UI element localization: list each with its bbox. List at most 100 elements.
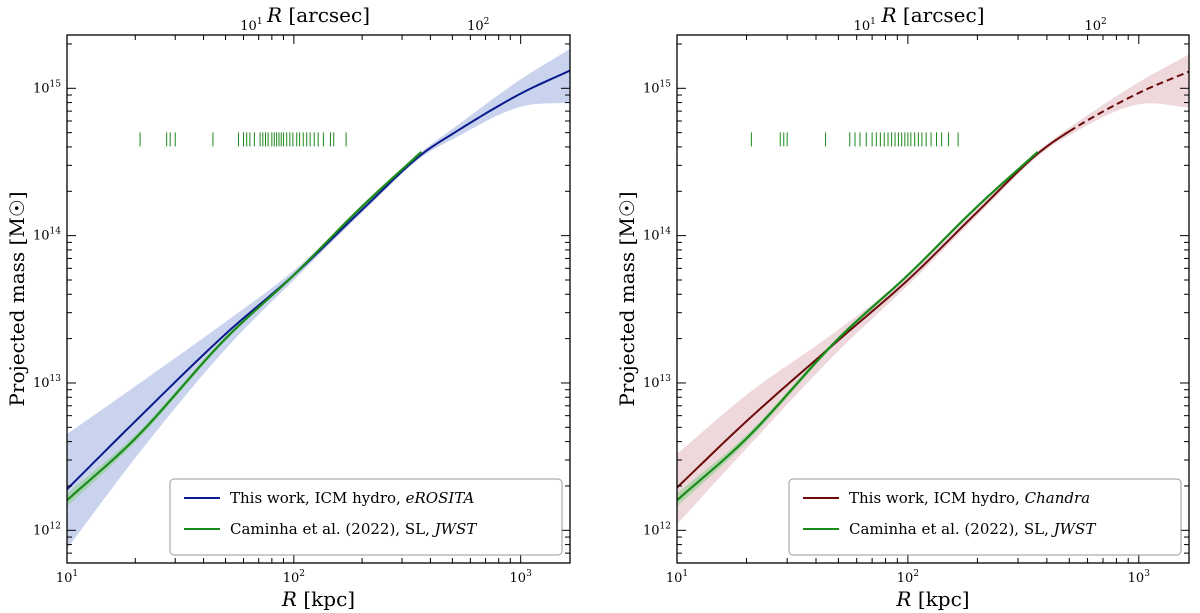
y-tick-label: 1014 <box>643 227 671 244</box>
legend-entry: Caminha et al. (2022), SL, JWST <box>849 520 1096 538</box>
tick-exponent: 1 <box>682 569 688 579</box>
x-top-axis-title: R [arcsec] <box>880 3 984 27</box>
x-tick-label: 102 <box>283 569 305 586</box>
y-tick-label: 1013 <box>643 374 671 391</box>
axis-unit: [arcsec] <box>903 3 985 27</box>
tick-base: 10 <box>33 523 50 538</box>
axis-var: R <box>880 3 896 27</box>
x-tick-label: 101 <box>56 569 78 586</box>
tick-base: 10 <box>33 376 50 391</box>
tick-exponent: 1 <box>870 17 876 27</box>
legend-entry: Caminha et al. (2022), SL, JWST <box>230 520 477 538</box>
legend-entry: This work, ICM hydro, Chandra <box>849 489 1090 507</box>
legend-label-italic: eROSITA <box>406 489 475 507</box>
tick-base: 10 <box>467 19 484 34</box>
x-axis-title: R [kpc] <box>895 587 969 611</box>
x-axis-title: R [kpc] <box>281 587 355 611</box>
legend-entry: This work, ICM hydro, eROSITA <box>230 489 474 507</box>
legend: This work, ICM hydro, eROSITA Caminha et … <box>169 478 563 556</box>
tick-exponent: 3 <box>526 569 532 579</box>
tick-exponent: 2 <box>1101 17 1107 27</box>
tick-exponent: 1 <box>72 569 78 579</box>
tick-base: 10 <box>283 571 300 586</box>
series-1-line-extrapolated <box>1068 70 1189 133</box>
x-top-tick-label: 102 <box>1084 17 1106 34</box>
x-tick-label: 101 <box>666 569 688 586</box>
tick-exponent: 15 <box>50 79 62 89</box>
tick-base: 10 <box>643 229 660 244</box>
axis-var: R <box>895 587 911 611</box>
axis-title-text: Projected mass <box>5 252 29 407</box>
x-top-tick-label: 102 <box>467 17 489 34</box>
axis-unit: [arcsec] <box>288 3 370 27</box>
strong-lensing-rug <box>750 132 959 147</box>
axis-unit: [M☉] <box>5 191 29 245</box>
tick-base: 10 <box>1128 571 1145 586</box>
series-1-band <box>677 54 1189 525</box>
tick-exponent: 14 <box>50 227 62 237</box>
axis-ticks <box>676 35 1189 564</box>
x-top-axis-title: R [arcsec] <box>266 3 370 27</box>
tick-exponent: 1 <box>257 17 263 27</box>
plot-area <box>677 54 1189 525</box>
legend-label: Caminha et al. (2022), SL, <box>849 520 1049 538</box>
tick-base: 10 <box>1084 19 1101 34</box>
legend-label-italic: Chandra <box>1025 489 1090 507</box>
tick-exponent: 12 <box>660 521 671 531</box>
axis-var: R <box>281 587 297 611</box>
x-tick-label: 103 <box>1128 569 1151 586</box>
legend-frame <box>788 478 1182 556</box>
series-1-line <box>677 130 1070 489</box>
tick-base: 10 <box>56 571 73 586</box>
tick-base: 10 <box>643 81 660 96</box>
axis-unit: [kpc] <box>303 587 355 611</box>
tick-base: 10 <box>240 19 257 34</box>
tick-base: 10 <box>666 571 683 586</box>
tick-base: 10 <box>643 376 660 391</box>
tick-base: 10 <box>33 81 50 96</box>
y-tick-label: 1012 <box>33 521 61 538</box>
tick-exponent: 14 <box>660 227 672 237</box>
plot-frame <box>66 34 571 564</box>
strong-lensing-rug <box>139 132 347 147</box>
axis-title-text: Projected mass <box>615 252 639 407</box>
y-tick-label: 1014 <box>33 227 61 244</box>
series-2-line <box>677 151 1039 502</box>
x-tick-label: 102 <box>897 569 919 586</box>
tick-exponent: 15 <box>660 79 672 89</box>
axis-var: R <box>266 3 282 27</box>
tick-exponent: 13 <box>660 374 672 384</box>
plot-frame <box>676 34 1190 564</box>
x-tick-label: 103 <box>510 569 533 586</box>
axis-unit: [M☉] <box>615 191 639 245</box>
tick-exponent: 2 <box>484 17 490 27</box>
y-tick-label: 1015 <box>643 79 671 96</box>
tick-exponent: 2 <box>913 569 919 579</box>
plot-area <box>67 48 570 549</box>
tick-base: 10 <box>897 571 914 586</box>
x-top-tick-label: 101 <box>240 17 262 34</box>
tick-exponent: 2 <box>299 569 305 579</box>
tick-exponent: 13 <box>50 374 62 384</box>
series-2-line <box>67 151 423 502</box>
legend: This work, ICM hydro, Chandra Caminha et … <box>788 478 1182 556</box>
tick-base: 10 <box>510 571 527 586</box>
y-tick-label: 1015 <box>33 79 61 96</box>
legend-label-italic: JWST <box>432 520 478 538</box>
tick-base: 10 <box>854 19 871 34</box>
y-axis-title: Projected mass [M☉] <box>615 191 639 406</box>
axis-unit: [kpc] <box>918 587 970 611</box>
series-1-band <box>67 48 570 549</box>
legend-label: This work, ICM hydro, <box>230 489 401 507</box>
y-tick-label: 1012 <box>643 521 671 538</box>
tick-base: 10 <box>33 229 50 244</box>
tick-exponent: 12 <box>50 521 61 531</box>
legend-label: This work, ICM hydro, <box>849 489 1020 507</box>
tick-exponent: 3 <box>1144 569 1150 579</box>
legend-frame <box>169 478 563 556</box>
x-top-tick-label: 101 <box>854 17 876 34</box>
y-axis-title: Projected mass [M☉] <box>5 191 29 406</box>
